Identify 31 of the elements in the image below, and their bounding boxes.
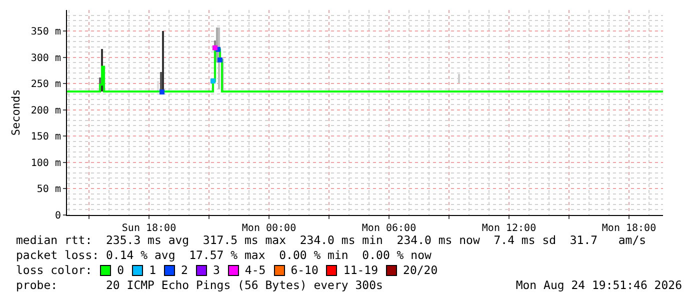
- legend-label: 20/20: [403, 263, 438, 278]
- y-tick-label: 200 m: [30, 105, 61, 116]
- x-tick-label: Mon 00:00: [242, 223, 296, 234]
- legend-label: 4-5: [244, 263, 266, 278]
- text: probe: 20 ICMP Echo Pings (56 Bytes) every 300s: [16, 278, 383, 293]
- x-tick-label: Mon 18:00: [602, 223, 656, 234]
- x-tick-label: Mon 06:00: [362, 223, 416, 234]
- y-tick-label: 300 m: [30, 52, 61, 64]
- x-tick-label: Mon 12:00: [482, 223, 536, 234]
- y-tick-label: 150 m: [30, 132, 61, 143]
- legend-label: 0: [117, 263, 124, 278]
- legend-label: 11-19: [343, 263, 378, 278]
- point: [210, 78, 216, 84]
- x-tick-label: Sun 18:00: [122, 223, 176, 234]
- y-tick-label: 350 m: [30, 26, 61, 38]
- y-axis-title: Seconds: [10, 89, 23, 136]
- legend-label: 3: [212, 263, 220, 278]
- text: packet loss: 0.14 % avg 17.57 % max 0.00 % min 0.00 % now: [16, 248, 432, 263]
- point: [160, 90, 164, 94]
- point: [212, 45, 218, 50]
- text: median rtt: 235.3 ms avg 317.5 ms max 234.0 ms min 234.0 ms now 7.4 ms sd 31.7 am/s: [16, 233, 648, 248]
- legend-title: loss color:: [16, 263, 92, 278]
- text: Mon Aug 24 19:51:46 2026: [516, 278, 682, 293]
- y-tick-label: 0: [54, 210, 61, 222]
- legend-label: 2: [181, 263, 188, 278]
- legend-label: 1: [149, 263, 156, 278]
- y-tick-label: 50 m: [36, 184, 61, 196]
- y-tick-label: 100 m: [30, 158, 61, 169]
- y-tick-label: 250 m: [30, 79, 61, 90]
- point: [218, 57, 222, 62]
- legend-label: 6-10: [290, 263, 318, 278]
